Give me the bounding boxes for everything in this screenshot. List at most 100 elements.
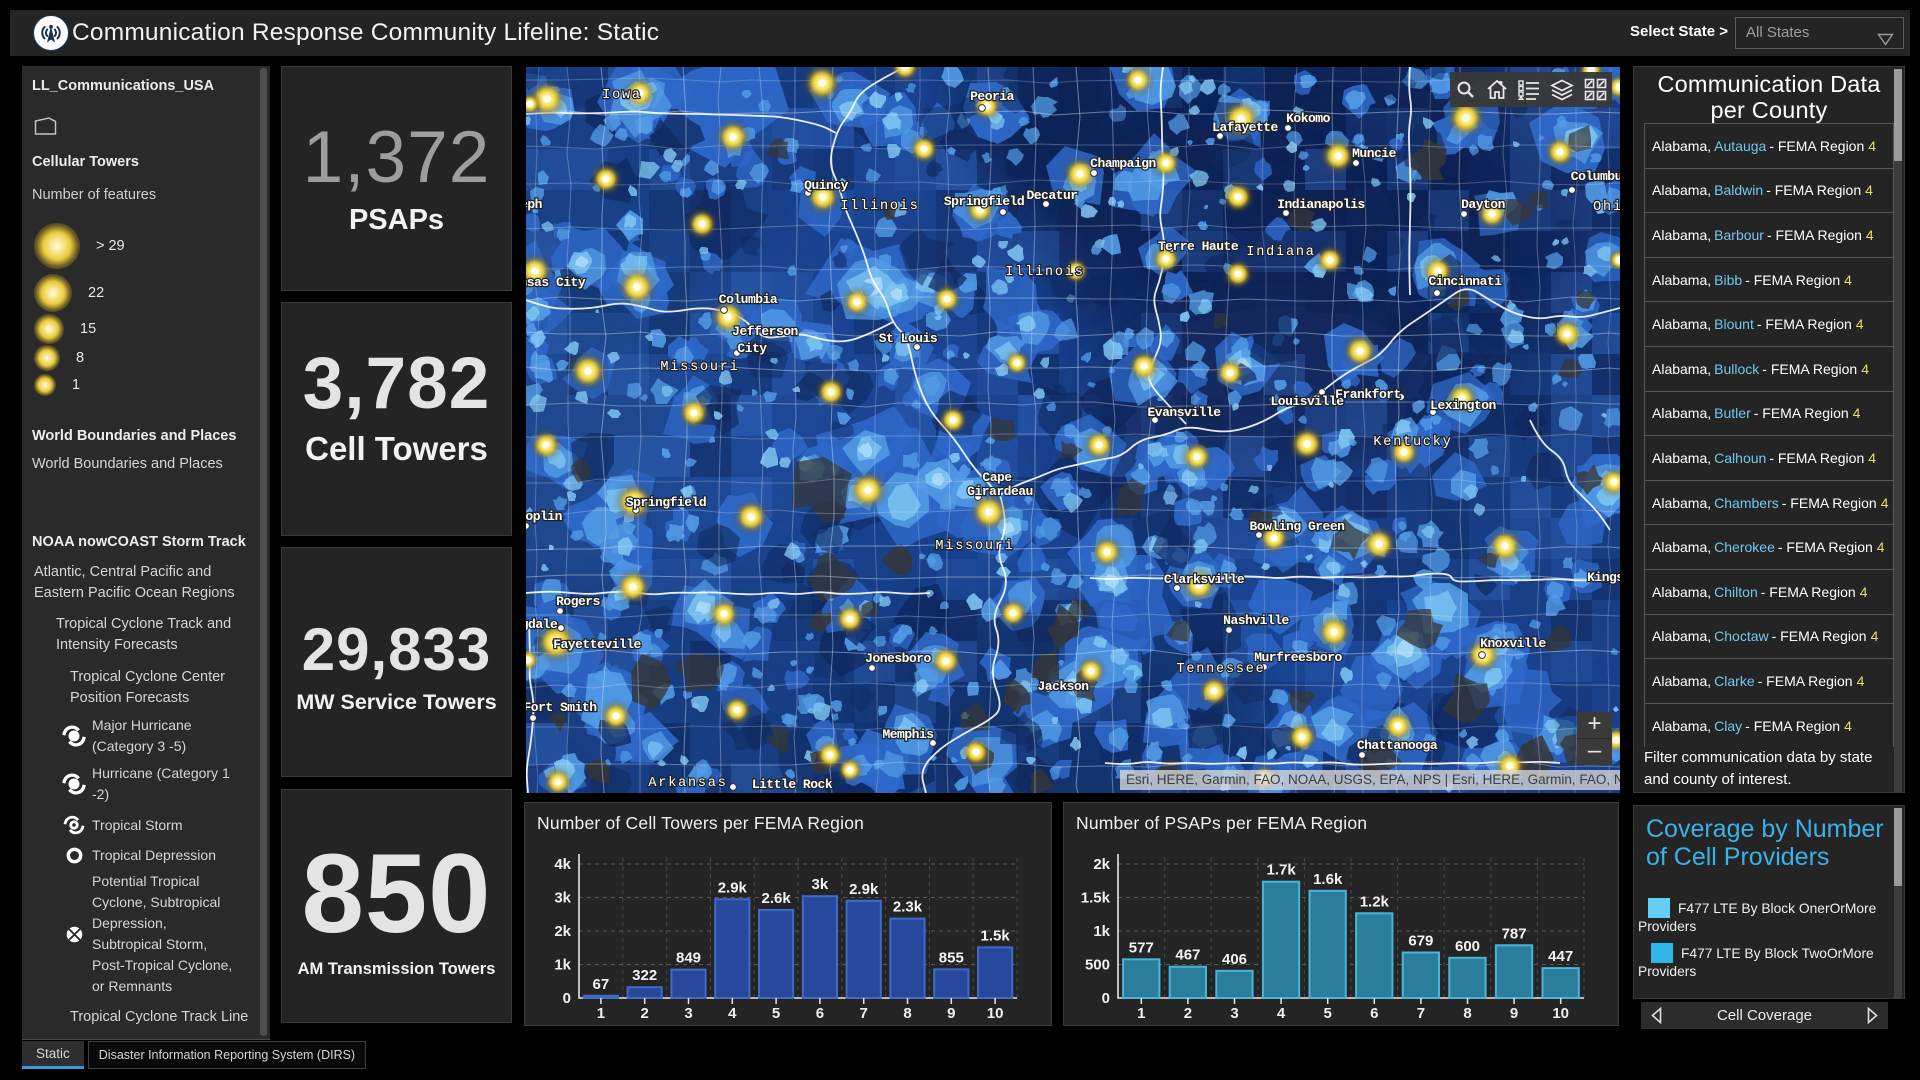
svg-text:6: 6	[816, 1005, 824, 1022]
svg-text:1k: 1k	[1093, 923, 1110, 940]
svg-text:1.5k: 1.5k	[1081, 890, 1111, 907]
svg-text:St Louis: St Louis	[879, 331, 938, 346]
svg-text:Dayton: Dayton	[1461, 197, 1506, 212]
svg-text:Rogers: Rogers	[556, 594, 601, 609]
svg-text:1k: 1k	[554, 957, 571, 974]
svg-text:4: 4	[728, 1005, 737, 1022]
svg-text:2.9k: 2.9k	[718, 879, 748, 896]
svg-text:0: 0	[1102, 990, 1110, 1007]
svg-text:5: 5	[772, 1005, 780, 1022]
svg-text:Murfreesboro: Murfreesboro	[1254, 650, 1342, 665]
svg-text:7: 7	[1417, 1005, 1425, 1022]
svg-text:Missouri: Missouri	[660, 360, 739, 375]
svg-text:Memphis: Memphis	[882, 727, 934, 742]
svg-text:787: 787	[1502, 925, 1527, 942]
svg-text:Girardeau: Girardeau	[967, 484, 1033, 499]
svg-text:Joplin: Joplin	[526, 509, 563, 524]
svg-text:Peoria: Peoria	[970, 89, 1015, 104]
svg-text:Quincy: Quincy	[804, 178, 849, 193]
svg-text:10: 10	[987, 1005, 1004, 1022]
svg-text:1.2k: 1.2k	[1360, 893, 1390, 910]
svg-text:Fort Smith: Fort Smith	[526, 700, 597, 715]
svg-text:2: 2	[1184, 1005, 1192, 1022]
svg-text:679: 679	[1408, 933, 1433, 950]
svg-text:Decatur: Decatur	[1026, 188, 1077, 203]
svg-text:67: 67	[593, 976, 610, 993]
svg-text:Tennessee: Tennessee	[1176, 662, 1265, 677]
svg-text:Indianapolis: Indianapolis	[1277, 197, 1365, 212]
svg-text:Jefferson: Jefferson	[732, 324, 798, 339]
svg-text:322: 322	[632, 967, 657, 984]
svg-text:849: 849	[676, 950, 701, 967]
svg-text:Lexington: Lexington	[1430, 398, 1496, 413]
svg-text:Kingsp: Kingsp	[1587, 570, 1620, 585]
svg-text:Frankfort: Frankfort	[1335, 387, 1401, 402]
svg-text:Little Rock: Little Rock	[752, 777, 833, 792]
svg-text:City: City	[737, 341, 767, 356]
svg-text:Arkansas: Arkansas	[648, 776, 727, 791]
svg-text:Columbia: Columbia	[719, 292, 778, 307]
svg-text:7: 7	[860, 1005, 868, 1022]
svg-text:Cape: Cape	[982, 470, 1012, 485]
svg-text:467: 467	[1175, 947, 1200, 964]
svg-text:Lafayette: Lafayette	[1212, 120, 1278, 135]
svg-text:3k: 3k	[812, 876, 829, 893]
svg-text:Muncie: Muncie	[1352, 146, 1397, 161]
svg-text:8: 8	[1463, 1005, 1471, 1022]
svg-text:Chattanooga: Chattanooga	[1357, 738, 1438, 753]
svg-text:4k: 4k	[554, 856, 571, 873]
svg-text:Kansas City: Kansas City	[526, 275, 586, 290]
svg-text:447: 447	[1548, 948, 1573, 965]
svg-text:1.6k: 1.6k	[1313, 871, 1343, 888]
svg-text:1.7k: 1.7k	[1266, 862, 1296, 879]
svg-text:Ohi: Ohi	[1593, 200, 1620, 215]
svg-text:Jackson: Jackson	[1037, 679, 1089, 694]
svg-text:Champaign: Champaign	[1090, 156, 1156, 171]
svg-text:Evansville: Evansville	[1147, 405, 1221, 420]
svg-text:855: 855	[939, 949, 964, 966]
svg-text:2k: 2k	[554, 923, 571, 940]
svg-text:9: 9	[947, 1005, 955, 1022]
svg-text:Illinois: Illinois	[1005, 265, 1084, 280]
svg-text:5: 5	[1324, 1005, 1332, 1022]
svg-text:Illinois: Illinois	[840, 199, 919, 214]
svg-text:0: 0	[563, 990, 571, 1007]
svg-text:gdale: gdale	[526, 617, 558, 632]
svg-text:Kokomo: Kokomo	[1286, 111, 1331, 126]
svg-text:1: 1	[1137, 1005, 1145, 1022]
svg-text:Terre Haute: Terre Haute	[1158, 239, 1239, 254]
svg-text:Louisville: Louisville	[1270, 394, 1344, 409]
svg-text:4: 4	[1277, 1005, 1286, 1022]
svg-text:Columbus: Columbus	[1571, 169, 1620, 184]
svg-text:600: 600	[1455, 938, 1480, 955]
svg-text:Missouri: Missouri	[935, 539, 1014, 554]
svg-text:Jonesboro: Jonesboro	[865, 651, 931, 666]
svg-text:1.5k: 1.5k	[980, 927, 1010, 944]
svg-text:3: 3	[684, 1005, 692, 1022]
svg-text:Knoxville: Knoxville	[1480, 636, 1546, 651]
svg-text:2k: 2k	[1093, 856, 1110, 873]
svg-text:6: 6	[1370, 1005, 1378, 1022]
svg-text:3: 3	[1230, 1005, 1238, 1022]
svg-text:Indiana: Indiana	[1246, 245, 1315, 260]
svg-text:3k: 3k	[554, 890, 571, 907]
svg-text:577: 577	[1129, 939, 1154, 956]
svg-text:2.9k: 2.9k	[849, 881, 879, 898]
svg-text:Fayetteville: Fayetteville	[553, 637, 641, 652]
svg-text:2: 2	[641, 1005, 649, 1022]
svg-text:Iowa: Iowa	[602, 88, 642, 103]
svg-text:Bowling Green: Bowling Green	[1250, 519, 1346, 534]
svg-text:Kentucky: Kentucky	[1373, 435, 1452, 450]
svg-text:Springfield: Springfield	[944, 194, 1024, 209]
svg-text:Cincinnati: Cincinnati	[1428, 274, 1502, 289]
svg-text:9: 9	[1510, 1005, 1518, 1022]
svg-text:Springfield: Springfield	[626, 495, 706, 510]
svg-text:8: 8	[903, 1005, 911, 1022]
svg-text:10: 10	[1552, 1005, 1569, 1022]
svg-text:Nashville: Nashville	[1223, 613, 1289, 628]
svg-text:2.6k: 2.6k	[761, 890, 791, 907]
svg-text:1: 1	[597, 1005, 605, 1022]
svg-text:406: 406	[1222, 951, 1247, 968]
svg-text:eph: eph	[526, 197, 543, 212]
svg-text:500: 500	[1085, 957, 1110, 974]
